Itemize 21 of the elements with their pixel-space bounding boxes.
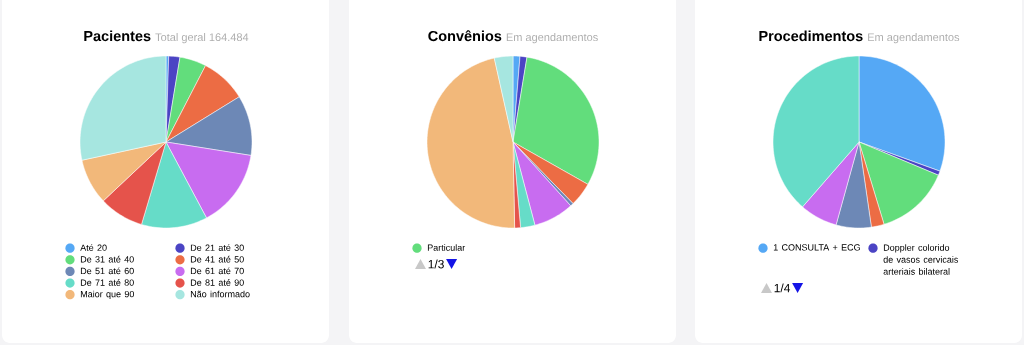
text: 1/4 xyxy=(774,283,791,293)
chart-title: Procedimentos xyxy=(759,30,863,42)
legend-label: 1 CONSULTA + ECG xyxy=(773,244,860,251)
chart-title: Convênios xyxy=(428,30,502,42)
legend-label: De 41 até 50 xyxy=(190,255,244,263)
legend-label: De 21 até 30 xyxy=(190,244,244,251)
chart-subtitle: Em agendamentos xyxy=(506,33,598,44)
legend-label: De 31 até 40 xyxy=(80,255,134,263)
legend-label: Maior que 90 xyxy=(80,290,135,300)
text: 1/3 xyxy=(428,259,444,269)
legend-label: De 61 até 70 xyxy=(190,267,244,275)
legend-label: Particular xyxy=(427,244,466,251)
legend-label: De 51 até 60 xyxy=(80,267,134,275)
legend-label: De 81 até 90 xyxy=(190,279,244,286)
legend-label: Até 20 xyxy=(80,244,107,251)
chart-title: Pacientes xyxy=(84,30,151,42)
legend-label: Doppler colorido de vasos cervicais arteriais bilateral xyxy=(883,244,959,275)
chart-subtitle: Em agendamentos xyxy=(868,33,960,44)
legend-label: De 71 até 80 xyxy=(80,279,134,286)
legend-label: Não informado xyxy=(190,290,250,298)
chart-subtitle: Total geral 164.484 xyxy=(155,33,249,44)
